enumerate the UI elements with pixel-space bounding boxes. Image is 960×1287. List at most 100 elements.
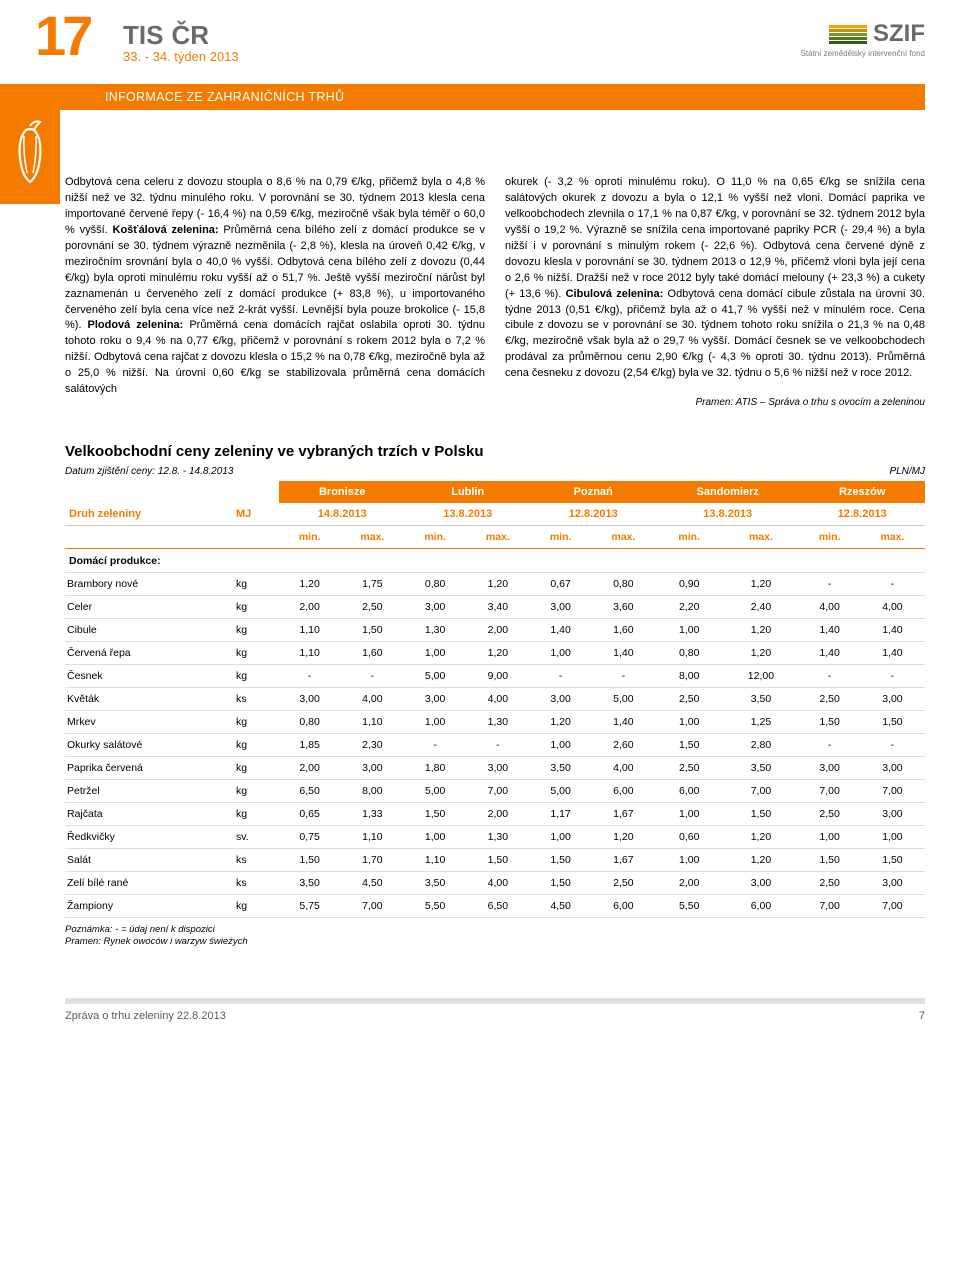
price-cell: 1,10 xyxy=(340,825,405,848)
product-name: Brambory nové xyxy=(65,572,232,595)
price-cell: 1,40 xyxy=(860,618,925,641)
price-cell: 0,80 xyxy=(591,572,656,595)
body-source: Pramen: ATIS – Správa o trhu s ovocím a … xyxy=(505,396,925,411)
price-cell: 5,50 xyxy=(405,894,465,917)
product-unit: kg xyxy=(232,779,279,802)
price-cell: 7,00 xyxy=(340,894,405,917)
price-cell: 1,75 xyxy=(340,572,405,595)
table-row: Rajčatakg0,651,331,502,001,171,671,001,5… xyxy=(65,802,925,825)
col-max: max. xyxy=(860,525,925,548)
price-cell: - xyxy=(340,664,405,687)
price-cell: 1,20 xyxy=(279,572,339,595)
price-cell: 1,50 xyxy=(799,848,859,871)
price-cell: 1,00 xyxy=(656,710,722,733)
product-name: Okurky salátové xyxy=(65,733,232,756)
szif-subtitle: Státní zemědělský intervenční fond xyxy=(800,49,925,58)
price-cell: 3,00 xyxy=(860,756,925,779)
col-min: min. xyxy=(656,525,722,548)
price-cell: 4,50 xyxy=(530,894,590,917)
price-cell: 2,80 xyxy=(722,733,799,756)
product-unit: kg xyxy=(232,618,279,641)
market-header: Rzeszów xyxy=(799,481,925,503)
price-cell: 1,20 xyxy=(722,641,799,664)
price-cell: 1,00 xyxy=(656,802,722,825)
date-header: 13.8.2013 xyxy=(405,503,531,526)
price-cell: 1,33 xyxy=(340,802,405,825)
col-max: max. xyxy=(340,525,405,548)
col-min: min. xyxy=(279,525,339,548)
product-unit: ks xyxy=(232,848,279,871)
price-cell: 1,30 xyxy=(405,618,465,641)
price-cell: 2,30 xyxy=(340,733,405,756)
price-cell: 1,80 xyxy=(405,756,465,779)
price-cell: - xyxy=(860,733,925,756)
date-header: 12.8.2013 xyxy=(799,503,925,526)
product-unit: kg xyxy=(232,641,279,664)
table-note-2: Pramen: Rynek owoców i warzyw świeżych xyxy=(65,936,925,948)
price-cell: 1,10 xyxy=(279,618,339,641)
price-cell: - xyxy=(465,733,530,756)
price-cell: 1,00 xyxy=(656,848,722,871)
price-cell: 7,00 xyxy=(860,779,925,802)
price-cell: 3,00 xyxy=(860,802,925,825)
product-unit: kg xyxy=(232,710,279,733)
body-col-right: okurek (- 3,2 % oproti minulému roku). O… xyxy=(505,175,925,411)
price-cell: 1,50 xyxy=(860,710,925,733)
price-cell: 1,50 xyxy=(860,848,925,871)
price-cell: - xyxy=(860,664,925,687)
price-cell: 1,20 xyxy=(465,572,530,595)
price-cell: 1,40 xyxy=(530,618,590,641)
product-unit: sv. xyxy=(232,825,279,848)
product-unit: kg xyxy=(232,595,279,618)
col-max: max. xyxy=(591,525,656,548)
product-name: Celer xyxy=(65,595,232,618)
market-header: Bronisze xyxy=(279,481,405,503)
product-name: Ředkvičky xyxy=(65,825,232,848)
price-cell: 1,50 xyxy=(279,848,339,871)
table-section: Velkoobchodní ceny zeleniny ve vybraných… xyxy=(65,443,925,949)
price-cell: 1,67 xyxy=(591,848,656,871)
price-cell: 2,50 xyxy=(799,802,859,825)
price-cell: 5,00 xyxy=(405,664,465,687)
price-cell: 9,00 xyxy=(465,664,530,687)
price-cell: 4,00 xyxy=(465,871,530,894)
price-cell: 5,00 xyxy=(591,687,656,710)
table-unit-label: PLN/MJ xyxy=(889,466,925,477)
footer-left: Zpráva o trhu zeleniny 22.8.2013 xyxy=(65,1010,226,1022)
price-cell: 1,60 xyxy=(591,618,656,641)
product-name: Cibule xyxy=(65,618,232,641)
table-row: Paprika červenákg2,003,001,803,003,504,0… xyxy=(65,756,925,779)
price-cell: 2,20 xyxy=(656,595,722,618)
price-cell: 3,00 xyxy=(279,687,339,710)
cr-label: ČR xyxy=(171,20,209,51)
price-cell: 1,67 xyxy=(591,802,656,825)
price-cell: 1,50 xyxy=(656,733,722,756)
price-cell: - xyxy=(591,664,656,687)
price-cell: 1,40 xyxy=(591,710,656,733)
tis-label: TIS xyxy=(123,20,163,51)
price-cell: 1,25 xyxy=(722,710,799,733)
col-max: max. xyxy=(722,525,799,548)
price-cell: 6,00 xyxy=(656,779,722,802)
price-cell: 1,10 xyxy=(340,710,405,733)
szif-logo-block: SZIF Státní zemědělský intervenční fond xyxy=(800,20,925,58)
table-note-1: Poznámka: - = údaj není k dispozici xyxy=(65,924,925,936)
table-row: Petrželkg6,508,005,007,005,006,006,007,0… xyxy=(65,779,925,802)
price-cell: 7,00 xyxy=(799,894,859,917)
price-cell: 2,50 xyxy=(591,871,656,894)
price-cell: 1,50 xyxy=(340,618,405,641)
price-cell: 7,00 xyxy=(722,779,799,802)
price-cell: 1,50 xyxy=(530,871,590,894)
price-cell: 1,10 xyxy=(279,641,339,664)
product-name: Paprika červená xyxy=(65,756,232,779)
tis-block: TIS ČR 33. - 34. týden 2013 xyxy=(123,20,239,64)
table-row: Salátks1,501,701,101,501,501,671,001,201… xyxy=(65,848,925,871)
product-unit: kg xyxy=(232,733,279,756)
market-header: Lublin xyxy=(405,481,531,503)
price-cell: 6,00 xyxy=(722,894,799,917)
price-cell: 1,20 xyxy=(591,825,656,848)
price-cell: 2,60 xyxy=(591,733,656,756)
price-cell: 1,00 xyxy=(405,641,465,664)
price-cell: 0,67 xyxy=(530,572,590,595)
price-cell: 1,30 xyxy=(465,710,530,733)
